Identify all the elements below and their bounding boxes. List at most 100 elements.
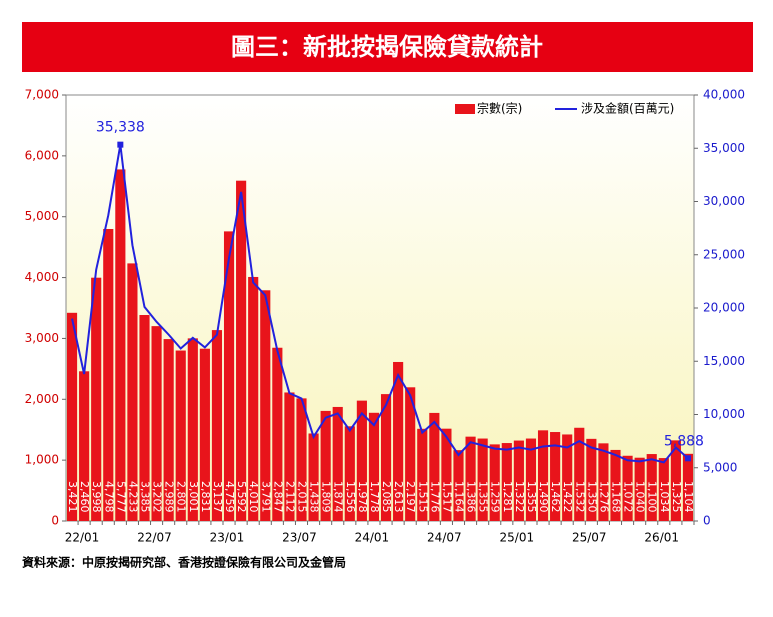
y-tick-label: 0 — [51, 514, 59, 528]
bar-value-label: 5,592 — [235, 481, 248, 513]
y-tick-label: 3,000 — [25, 331, 59, 345]
bar — [658, 458, 669, 521]
bar — [199, 348, 210, 521]
bar — [284, 392, 295, 521]
y-tick-label: 6,000 — [25, 148, 59, 162]
legend-label: 宗數(宗) — [477, 101, 522, 116]
bar — [453, 450, 464, 521]
source: 資料來源：中原按揭研究部、香港按證保險有限公司及金管局 — [22, 555, 346, 570]
bar — [296, 398, 307, 521]
bar-value-label: 1,164 — [453, 481, 466, 513]
x-tick-label: 23/01 — [210, 531, 245, 545]
bar — [272, 347, 283, 521]
bar-value-label: 4,759 — [223, 481, 236, 513]
bar — [682, 453, 694, 521]
bar-value-label: 1,281 — [501, 481, 514, 513]
y-tick-label: 5,000 — [25, 209, 59, 223]
y-tick-label: 2,000 — [25, 392, 59, 406]
bar-value-label: 1,034 — [658, 481, 671, 513]
bar — [393, 361, 404, 521]
bar — [356, 400, 367, 521]
y2-tick-label: 15,000 — [703, 354, 745, 368]
line-marker — [117, 141, 124, 148]
bar-value-label: 1,276 — [597, 481, 610, 513]
bar-value-label: 2,460 — [78, 481, 91, 513]
legend-swatch — [455, 104, 475, 114]
bar-value-label: 1,355 — [525, 481, 538, 513]
x-tick-label: 22/01 — [65, 531, 100, 545]
x-tick-label: 24/07 — [427, 531, 462, 545]
bar-value-label: 1,556 — [344, 481, 357, 513]
line-marker — [684, 455, 691, 462]
bar-value-label: 2,015 — [296, 481, 309, 513]
bar — [550, 432, 561, 521]
bar — [477, 438, 488, 521]
bar — [598, 443, 609, 521]
y2-tick-label: 25,000 — [703, 247, 745, 261]
bar-value-label: 2,801 — [175, 481, 188, 513]
bar — [562, 434, 573, 521]
bar-value-label: 4,233 — [126, 481, 139, 513]
bar-value-label: 3,791 — [259, 481, 272, 513]
bar-value-label: 1,040 — [634, 481, 647, 513]
bar-value-label: 2,847 — [271, 481, 284, 513]
x-tick-label: 26/01 — [644, 531, 679, 545]
bar — [91, 277, 102, 521]
bar-value-label: 1,325 — [670, 481, 683, 513]
x-tick-label: 25/01 — [500, 531, 535, 545]
bar — [405, 387, 416, 521]
bar-value-label: 1,100 — [646, 481, 659, 513]
bar-value-label: 3,137 — [211, 481, 224, 513]
x-tick-label: 24/01 — [355, 531, 390, 545]
bar-value-label: 3,202 — [151, 481, 164, 513]
bar-value-label: 2,989 — [163, 481, 176, 513]
bar — [163, 339, 174, 521]
bar-value-label: 1,978 — [356, 481, 369, 513]
bar — [260, 290, 271, 521]
bar-value-label: 1,532 — [573, 481, 586, 513]
y2-tick-label: 0 — [703, 514, 711, 528]
bar — [429, 412, 440, 521]
y-tick-label: 4,000 — [25, 270, 59, 284]
bar — [115, 169, 126, 521]
bar-value-label: 3,421 — [66, 481, 79, 513]
bar — [574, 427, 585, 521]
bar-value-label: 1,515 — [416, 481, 429, 513]
bar — [248, 276, 259, 521]
bar-value-label: 2,085 — [380, 481, 393, 513]
bar-value-label: 1,104 — [682, 481, 695, 513]
bar — [513, 440, 524, 521]
bar — [175, 350, 186, 521]
x-tick-label: 22/07 — [137, 531, 172, 545]
bar — [320, 410, 331, 521]
bar — [139, 314, 150, 521]
bar-value-label: 1,874 — [332, 481, 345, 513]
bar — [586, 438, 597, 521]
bar — [368, 412, 380, 521]
bar-value-label: 3,385 — [139, 481, 152, 513]
y2-tick-label: 30,000 — [703, 194, 745, 208]
bar — [465, 436, 476, 521]
bar — [211, 330, 223, 521]
y2-tick-label: 20,000 — [703, 301, 745, 315]
y2-tick-label: 40,000 — [703, 88, 745, 102]
bar — [66, 312, 78, 521]
bar — [187, 338, 198, 521]
bar-value-label: 1,490 — [537, 481, 550, 513]
bar-value-label: 2,613 — [392, 481, 405, 513]
bar — [79, 371, 90, 521]
line — [71, 144, 689, 464]
title-banner — [22, 22, 753, 72]
legend-label: 涉及金額(百萬元) — [581, 101, 674, 116]
bar-value-label: 1,462 — [549, 481, 562, 513]
bar-value-label: 1,809 — [320, 481, 333, 513]
x-tick-label: 23/07 — [282, 531, 317, 545]
bar-value-label: 3,998 — [90, 481, 103, 513]
bar — [103, 229, 114, 521]
bar — [127, 263, 138, 521]
bar — [223, 231, 235, 521]
bar — [670, 440, 681, 521]
bar — [501, 443, 512, 521]
line-value-label: 5,888 — [664, 433, 704, 449]
